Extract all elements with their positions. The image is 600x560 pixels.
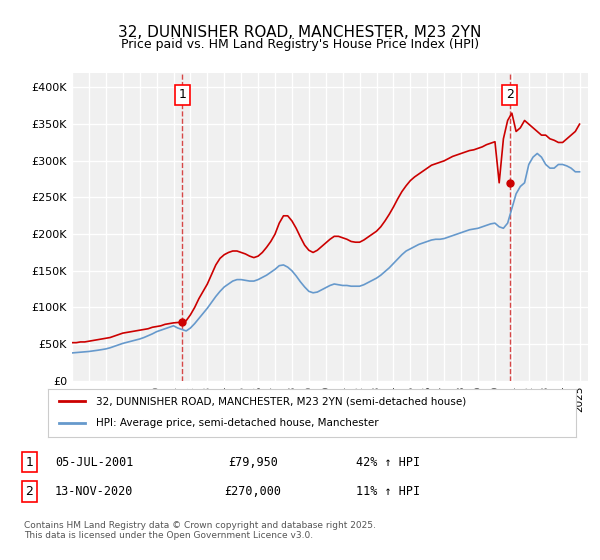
Text: 32, DUNNISHER ROAD, MANCHESTER, M23 2YN (semi-detached house): 32, DUNNISHER ROAD, MANCHESTER, M23 2YN … [95, 396, 466, 406]
Text: Price paid vs. HM Land Registry's House Price Index (HPI): Price paid vs. HM Land Registry's House … [121, 38, 479, 51]
Text: £270,000: £270,000 [224, 485, 281, 498]
Text: 1: 1 [26, 455, 34, 469]
Text: 1: 1 [178, 88, 186, 101]
Text: 42% ↑ HPI: 42% ↑ HPI [356, 455, 420, 469]
Text: 05-JUL-2001: 05-JUL-2001 [55, 455, 133, 469]
Text: 13-NOV-2020: 13-NOV-2020 [55, 485, 133, 498]
Text: 2: 2 [26, 485, 34, 498]
Text: 11% ↑ HPI: 11% ↑ HPI [356, 485, 420, 498]
Text: 32, DUNNISHER ROAD, MANCHESTER, M23 2YN: 32, DUNNISHER ROAD, MANCHESTER, M23 2YN [118, 25, 482, 40]
Text: 2: 2 [506, 88, 514, 101]
Text: £79,950: £79,950 [228, 455, 278, 469]
Text: HPI: Average price, semi-detached house, Manchester: HPI: Average price, semi-detached house,… [95, 418, 378, 428]
Text: Contains HM Land Registry data © Crown copyright and database right 2025.
This d: Contains HM Land Registry data © Crown c… [24, 521, 376, 540]
